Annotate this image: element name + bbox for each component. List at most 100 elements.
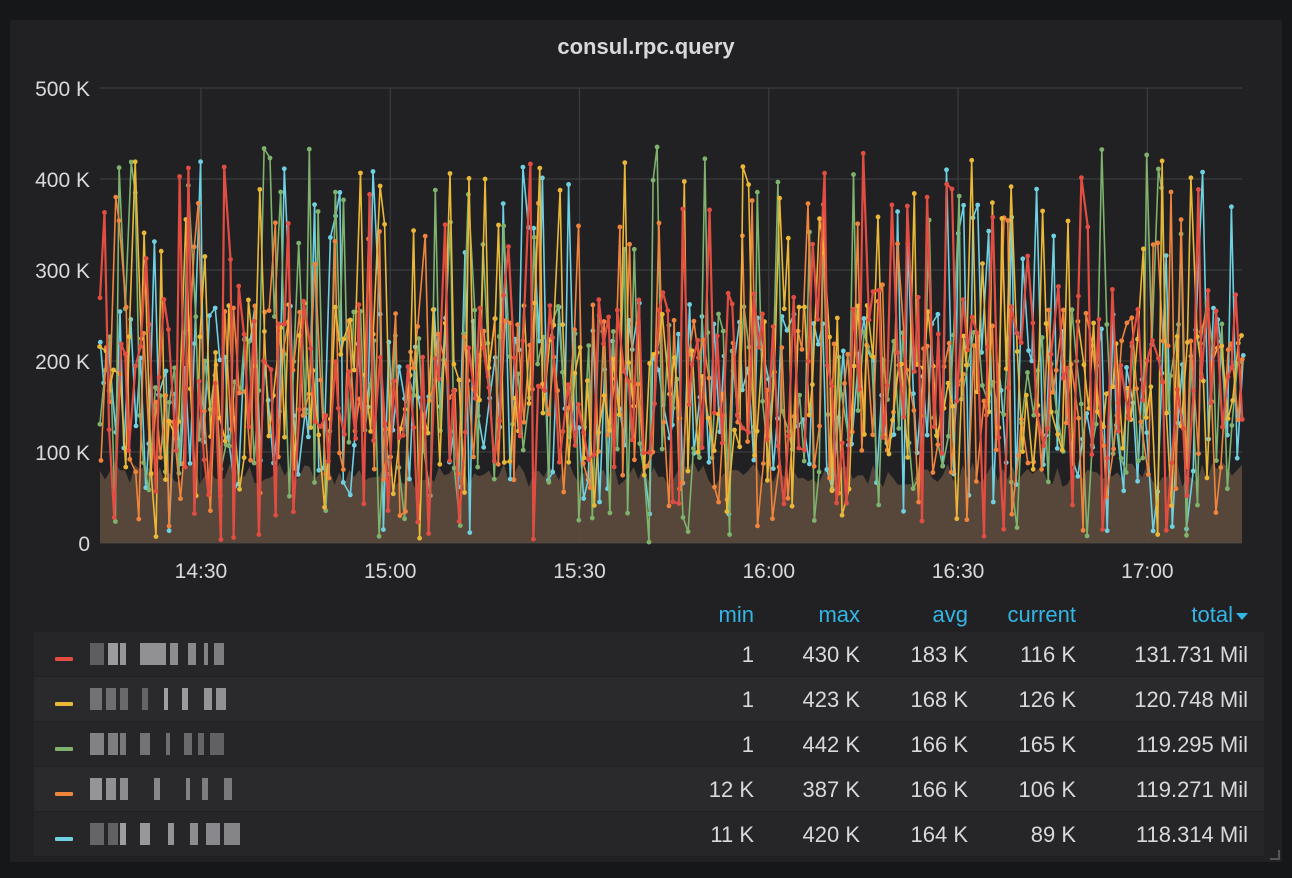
data-point bbox=[236, 283, 242, 289]
data-point bbox=[575, 402, 581, 407]
data-point bbox=[341, 197, 346, 203]
data-point bbox=[656, 220, 662, 226]
data-point bbox=[426, 531, 431, 536]
data-point bbox=[861, 316, 867, 321]
data-point bbox=[1001, 526, 1007, 532]
series-color-swatch[interactable] bbox=[55, 747, 73, 751]
data-point bbox=[905, 455, 911, 460]
series-color-swatch[interactable] bbox=[55, 837, 73, 841]
data-point bbox=[1063, 420, 1069, 426]
data-point bbox=[855, 408, 861, 413]
data-point bbox=[420, 354, 426, 360]
data-point bbox=[931, 424, 937, 430]
redacted-block bbox=[210, 733, 224, 755]
data-point bbox=[934, 433, 940, 439]
data-point bbox=[231, 305, 236, 311]
data-point bbox=[961, 202, 966, 208]
legend-header-avg[interactable]: avg bbox=[932, 602, 968, 627]
legend-row[interactable]: 1 430 K 183 K 116 K 131.731 Mil bbox=[34, 632, 1264, 677]
data-point bbox=[948, 469, 954, 475]
data-point bbox=[1110, 384, 1116, 390]
data-point bbox=[486, 365, 492, 371]
data-point bbox=[706, 459, 712, 465]
redacted-block bbox=[154, 778, 160, 800]
graph-panel: 0 100 K 200 K 300 K 400 K 500 K 14:30 15:00 15:3… bbox=[10, 20, 1282, 862]
data-point bbox=[332, 238, 338, 244]
legend-total-value: 120.748 Mil bbox=[1134, 687, 1248, 712]
data-point bbox=[1051, 233, 1057, 239]
data-point bbox=[1076, 415, 1081, 421]
data-point bbox=[855, 221, 861, 227]
legend-header-total[interactable]: total bbox=[1191, 602, 1248, 628]
series-color-swatch[interactable] bbox=[55, 702, 73, 706]
data-point bbox=[620, 472, 626, 478]
data-point bbox=[945, 380, 951, 386]
data-point bbox=[760, 311, 765, 317]
data-point bbox=[831, 341, 837, 347]
data-point bbox=[492, 316, 498, 321]
data-point bbox=[735, 413, 740, 418]
data-point bbox=[796, 304, 802, 310]
data-point bbox=[417, 535, 422, 541]
legend-row[interactable]: 12 K 387 K 166 K 106 K 119.271 Mil bbox=[34, 767, 1264, 812]
data-point bbox=[218, 537, 224, 542]
y-tick-label: 100 K bbox=[35, 442, 90, 465]
data-point bbox=[1110, 287, 1115, 292]
data-point bbox=[256, 532, 262, 537]
redacted-block bbox=[140, 823, 150, 845]
data-point bbox=[789, 503, 795, 509]
series-color-swatch[interactable] bbox=[55, 792, 73, 796]
data-point bbox=[969, 314, 975, 320]
data-point bbox=[196, 378, 202, 384]
data-point bbox=[1084, 411, 1090, 416]
data-point bbox=[963, 362, 969, 368]
data-point bbox=[337, 190, 343, 195]
data-point bbox=[158, 455, 163, 460]
resize-handle-icon[interactable] bbox=[1270, 850, 1280, 860]
data-point bbox=[729, 301, 735, 307]
data-point bbox=[173, 448, 179, 454]
data-point bbox=[422, 233, 428, 239]
data-point bbox=[626, 360, 631, 366]
data-point bbox=[326, 458, 331, 464]
legend-header-min[interactable]: min bbox=[718, 602, 754, 627]
legend-min-value: 1 bbox=[741, 687, 754, 712]
data-point bbox=[500, 201, 506, 207]
data-point bbox=[1045, 479, 1051, 485]
panel-title[interactable]: consul.rpc.query bbox=[557, 34, 735, 59]
series-line[interactable] bbox=[97, 150, 1245, 542]
legend-row[interactable]: 1 442 K 166 K 165 K 119.295 Mil bbox=[34, 722, 1264, 767]
data-point bbox=[940, 463, 945, 469]
legend-row[interactable]: 11 K 420 K 164 K 89 K 118.314 Mil bbox=[34, 812, 1264, 857]
data-point bbox=[1124, 365, 1129, 370]
data-point bbox=[1188, 175, 1194, 181]
data-point bbox=[889, 202, 895, 208]
data-point bbox=[1239, 417, 1245, 422]
data-point bbox=[416, 336, 422, 341]
data-point bbox=[347, 492, 353, 498]
line-chart[interactable]: 0 100 K 200 K 300 K 400 K 500 K 14:30 15:00 15:3… bbox=[10, 20, 1282, 600]
data-point bbox=[834, 315, 840, 321]
data-point bbox=[911, 408, 917, 413]
legend-max-value: 420 K bbox=[802, 822, 861, 847]
series-color-swatch[interactable] bbox=[55, 657, 73, 661]
data-point bbox=[113, 194, 119, 200]
data-point bbox=[1229, 365, 1234, 370]
data-point bbox=[501, 223, 507, 229]
data-point bbox=[954, 516, 960, 522]
data-point bbox=[589, 515, 595, 521]
data-point bbox=[520, 164, 526, 170]
data-point bbox=[712, 484, 717, 490]
legend-row[interactable]: 1 423 K 168 K 126 K 120.748 Mil bbox=[34, 677, 1264, 722]
data-point bbox=[749, 198, 755, 203]
data-point bbox=[122, 351, 128, 357]
legend-header-current[interactable]: current bbox=[1007, 602, 1076, 627]
legend-header-max[interactable]: max bbox=[818, 602, 860, 627]
data-point bbox=[974, 479, 979, 484]
data-point bbox=[385, 508, 391, 513]
data-point bbox=[1014, 330, 1020, 336]
data-point bbox=[1064, 365, 1070, 371]
data-point bbox=[825, 363, 830, 369]
data-point bbox=[760, 398, 765, 404]
data-point bbox=[939, 450, 945, 456]
